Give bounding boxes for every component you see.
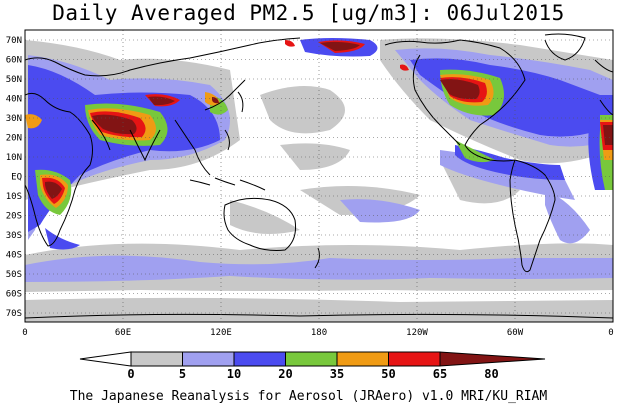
lon-label: 60E <box>115 328 131 338</box>
lat-label: 40S <box>6 251 22 261</box>
lat-label: 50S <box>6 270 22 280</box>
colorbar-segment <box>388 351 441 367</box>
lat-label: 20N <box>6 134 22 144</box>
lat-label: 20S <box>6 212 22 222</box>
lat-label: 30N <box>6 114 22 124</box>
lon-label: 0 <box>608 328 613 338</box>
colorbar-segment <box>182 351 235 367</box>
lat-label: 70N <box>6 36 22 46</box>
colorbar-tick-label: 50 <box>381 367 395 381</box>
chart-title: Daily Averaged PM2.5 [ug/m3]: 06Jul2015 <box>52 1 565 25</box>
lon-label: 60W <box>507 328 524 338</box>
colorbar-segment <box>130 351 183 367</box>
colorbar: 0 5 10 20 35 50 65 80 <box>79 351 546 381</box>
lat-label: 60S <box>6 290 22 300</box>
lat-label: EQ <box>11 173 22 183</box>
colorbar-tick-label: 0 <box>127 367 134 381</box>
concentration-field <box>25 30 613 322</box>
colorbar-tick-label: 35 <box>330 367 344 381</box>
colorbar-tick-label: 10 <box>227 367 241 381</box>
lon-label: 120W <box>406 328 428 338</box>
lon-label: 0 <box>22 328 27 338</box>
colorbar-tick-label: 80 <box>484 367 498 381</box>
lon-labels: 0 60E 120E 180 120W 60W 0 <box>22 328 613 338</box>
lat-label: 50N <box>6 75 22 85</box>
colorbar-segment <box>233 351 286 367</box>
credit-line: The Japanese Reanalysis for Aerosol (JRA… <box>69 389 548 404</box>
map-frame <box>24 29 614 323</box>
lat-label: 30S <box>6 231 22 241</box>
lat-label: 70S <box>6 309 22 319</box>
colorbar-tick-label: 20 <box>278 367 292 381</box>
colorbar-segment <box>285 351 338 367</box>
lat-label: 10N <box>6 153 22 163</box>
lon-label: 180 <box>311 328 327 338</box>
colorbar-segment <box>79 351 132 367</box>
colorbar-tick-label: 5 <box>179 367 186 381</box>
lon-label: 120E <box>210 328 232 338</box>
lat-label: 40N <box>6 95 22 105</box>
lat-label: 10S <box>6 192 22 202</box>
lat-label: 60N <box>6 56 22 66</box>
colorbar-tick-label: 65 <box>433 367 447 381</box>
colorbar-segment <box>439 351 546 367</box>
colorbar-segment <box>336 351 389 367</box>
lat-labels: 70N 60N 50N 40N 30N 20N 10N EQ 10S 20S 3… <box>6 36 22 319</box>
